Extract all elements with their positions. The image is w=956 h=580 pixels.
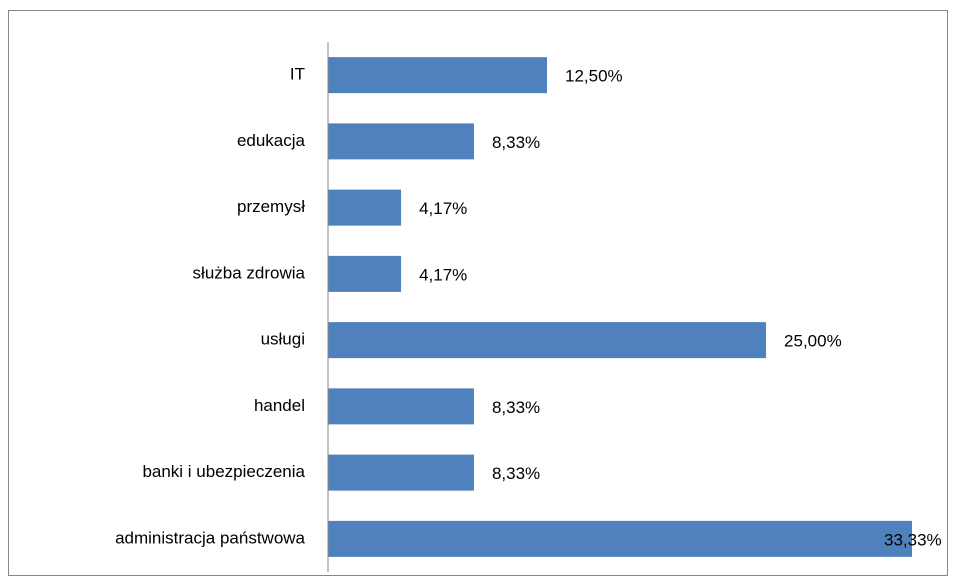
- bar: [328, 520, 912, 557]
- data-label: 4,17%: [419, 265, 467, 284]
- y-tick-label: IT: [290, 65, 305, 84]
- y-tick-label: służba zdrowia: [193, 263, 306, 282]
- bar: [328, 454, 474, 491]
- y-tick-label: edukacja: [237, 131, 306, 150]
- data-label: 4,17%: [419, 199, 467, 218]
- bar: [328, 189, 402, 226]
- bar: [328, 322, 767, 359]
- data-label: 33,33%: [884, 530, 942, 549]
- bar: [328, 255, 402, 292]
- data-label: 8,33%: [492, 133, 540, 152]
- data-label: 8,33%: [492, 464, 540, 483]
- y-tick-label: administracja państwowa: [115, 528, 305, 547]
- y-tick-label: handel: [254, 396, 305, 415]
- bar: [328, 123, 474, 160]
- bar: [328, 388, 474, 425]
- y-tick-label: usługi: [261, 330, 305, 349]
- bar: [328, 57, 548, 94]
- y-tick-label: banki i ubezpieczenia: [142, 462, 305, 481]
- data-label: 8,33%: [492, 398, 540, 417]
- data-label: 25,00%: [784, 332, 842, 351]
- y-tick-label: przemysł: [237, 197, 305, 216]
- data-label: 12,50%: [565, 67, 623, 86]
- chart-border: [8, 10, 948, 576]
